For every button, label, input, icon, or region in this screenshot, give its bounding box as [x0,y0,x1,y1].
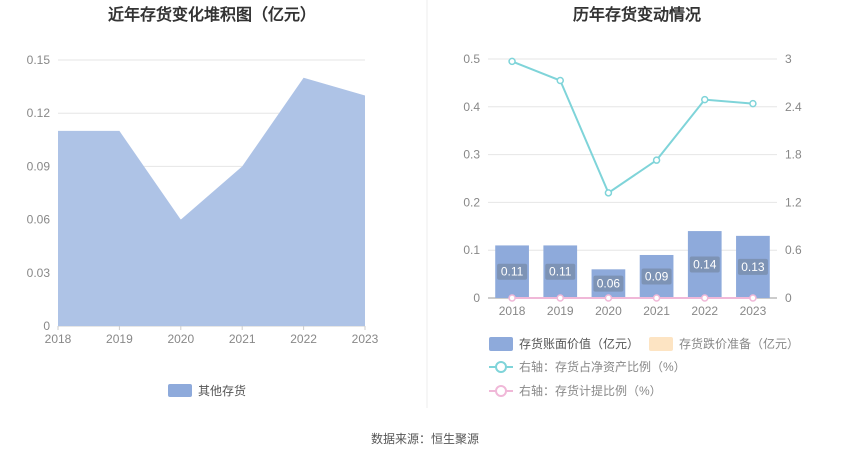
legend-item-impairment[interactable]: 存货跌价准备（亿元） [649,336,799,351]
bar-data-label: 0.11 [549,265,572,279]
provision-ratio-point[interactable] [701,294,709,302]
bar-data-label: 0.13 [741,260,765,274]
area-series-other-inventory [58,77,365,326]
bar-data-label: 0.11 [501,265,524,279]
legend-label-provision-ratio: 右轴：存货计提比例（%） [519,383,662,398]
bar-x-tick-label: 2020 [595,304,622,318]
legend-swatch-other-inventory [168,384,192,397]
bar-data-label: 0.09 [645,269,669,283]
bar-data-label-bg [545,263,576,280]
provision-ratio-point[interactable] [556,294,564,302]
area-x-tick-label: 2019 [106,332,133,346]
area-chart: 近年存货变化堆积图（亿元） 0 0.03 0.06 0.09 0.12 0.15 2018… [27,5,379,398]
area-y-tick-label: 0.15 [27,53,51,67]
legend-marker-provision-ratio [495,385,507,397]
bar-left-y-tick-label: 0.2 [463,195,480,209]
inventory-ratio-point[interactable] [652,156,661,164]
bar-left-y-tick-label: 0.5 [463,52,480,66]
bar-right-y-tick-label: 3 [785,52,792,66]
inventory-ratio-point[interactable] [604,189,613,197]
bar-line-chart: 历年存货变动情况 0 0.1 0.2 0.3 0.4 0.5 0 0.6 1.2 1.8 2.4 3… [463,5,802,398]
legend-label-impairment: 存货跌价准备（亿元） [679,336,799,351]
bar-right-y-tick-label: 1.2 [785,195,802,209]
area-chart-title: 近年存货变化堆积图（亿元） [108,5,316,24]
area-y-tick-label: 0.09 [27,159,51,173]
provision-ratio-point[interactable] [604,294,613,302]
provision-ratio-point[interactable] [749,294,757,302]
inventory-ratio-line [511,60,753,195]
area-x-tick-label: 2018 [45,332,72,346]
bar-x-tick-label: 2018 [499,304,526,318]
data-source-label: 数据来源：恒生聚源 [371,431,479,446]
bar-data-label-bg [689,256,720,273]
bar-right-y-tick-label: 0.6 [785,243,802,257]
bar-right-y-tick-label: 2.4 [785,100,802,114]
inventory-ratio-point[interactable] [556,76,564,85]
area-x-tick-label: 2023 [352,332,379,346]
area-x-tick-label: 2021 [229,332,256,346]
bar-data-label: 0.14 [693,258,717,272]
inventory-ratio-point[interactable] [701,95,709,104]
provision-ratio-point[interactable] [652,294,661,302]
inventory-ratio-point[interactable] [508,57,516,66]
bar-chart-legend: 存货账面价值（亿元） 存货跌价准备（亿元） 右轴：存货占净资产比例（%） 右轴：… [489,336,799,398]
area-x-tick-label: 2022 [290,332,317,346]
bar-right-y-tick-label: 1.8 [785,148,802,162]
bar-x-tick-label: 2022 [691,304,718,318]
area-y-tick-label: 0.06 [27,213,51,227]
legend-item-provision-ratio[interactable]: 右轴：存货计提比例（%） [489,383,662,398]
bar-x-tick-label: 2023 [740,304,767,318]
bar-right-y-tick-label: 0 [785,291,792,305]
area-y-tick-label: 0.03 [27,266,51,280]
legend-swatch-impairment [649,337,673,351]
bar-x-tick-label: 2021 [643,304,670,318]
legend-label-inventory-ratio: 右轴：存货占净资产比例（%） [519,359,686,374]
legend-label-other-inventory: 其他存货 [198,383,246,398]
area-y-tick-label: 0.12 [27,106,51,120]
legend-item-inventory-ratio[interactable]: 右轴：存货占净资产比例（%） [489,359,686,374]
bar-data-label: 0.06 [597,277,621,291]
legend-marker-inventory-ratio [495,361,507,373]
inventory-ratio-point[interactable] [749,99,757,108]
area-y-tick-label: 0 [43,319,50,333]
area-x-tick-label: 2020 [167,332,194,346]
bar-left-y-tick-label: 0.1 [463,243,480,257]
bar-left-y-tick-label: 0.4 [463,100,480,114]
bar-data-label-bg [593,275,624,292]
bar-left-y-tick-label: 0 [473,291,480,305]
area-legend[interactable]: 其他存货 [168,383,246,398]
bar-x-tick-label: 2019 [547,304,574,318]
legend-swatch-book-value [489,337,513,351]
bar-left-y-tick-label: 0.3 [463,148,480,162]
bar-data-label-bg [641,268,672,285]
legend-label-book-value: 存货账面价值（亿元） [519,336,639,351]
legend-item-book-value[interactable]: 存货账面价值（亿元） [489,336,639,351]
bar-data-label-bg [497,263,528,280]
bar-data-label-bg [737,258,768,275]
provision-ratio-point[interactable] [508,294,516,302]
bar-chart-title: 历年存货变动情况 [573,5,701,24]
